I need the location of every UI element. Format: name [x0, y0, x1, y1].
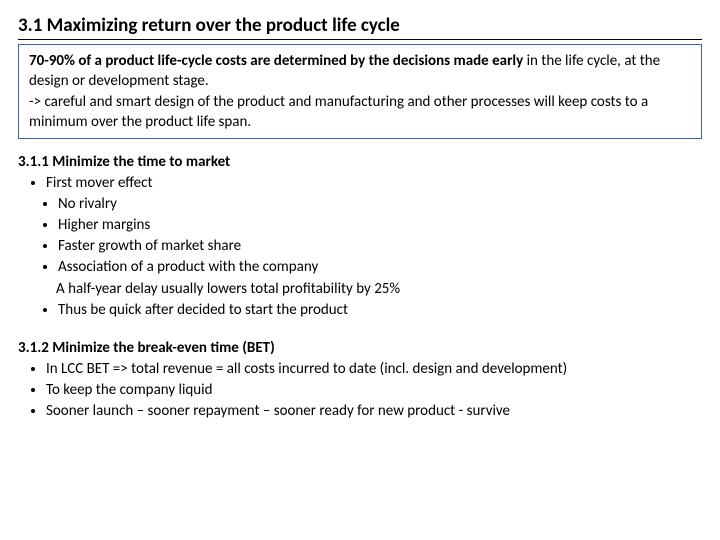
list-item: Faster growth of market share: [58, 236, 702, 257]
subheading-311: 3.1.1 Minimize the time to market: [18, 153, 702, 171]
list-item: Association of a product with the compan…: [58, 257, 702, 278]
list-item: Thus be quick after decided to start the…: [58, 300, 702, 321]
list-item: Sooner launch – sooner repayment – soone…: [46, 401, 702, 422]
list-item: Higher margins: [58, 215, 702, 236]
document-page: 3.1 Maximizing return over the product l…: [0, 0, 720, 436]
list-item: No rivalry: [58, 194, 702, 215]
callout-box: 70-90% of a product life-cycle costs are…: [18, 44, 702, 139]
section1-sublist2: Thus be quick after decided to start the…: [18, 300, 702, 321]
callout-bold-text: 70-90% of a product life-cycle costs are…: [29, 52, 523, 70]
callout-line2: -> careful and smart design of the produ…: [29, 92, 691, 133]
list-item: First mover effect: [46, 173, 702, 194]
list-item: In LCC BET => total revenue = all costs …: [46, 359, 702, 380]
indented-note: A half-year delay usually lowers total p…: [18, 280, 702, 298]
list-item: To keep the company liquid: [46, 380, 702, 401]
page-title: 3.1 Maximizing return over the product l…: [18, 14, 702, 40]
section1-list: First mover effect: [18, 173, 702, 194]
section1-sublist: No rivalry Higher margins Faster growth …: [18, 194, 702, 278]
section2-list: In LCC BET => total revenue = all costs …: [18, 359, 702, 422]
subheading-312: 3.1.2 Minimize the break-even time (BET): [18, 339, 702, 357]
